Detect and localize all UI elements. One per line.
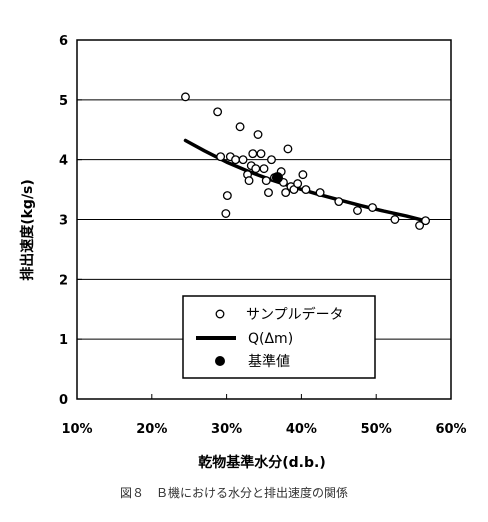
y-tick-label: 3 <box>59 214 68 229</box>
figure-caption: 図８ Ｂ機における水分と排出速度の関係 <box>120 485 348 500</box>
y-tick-label: 2 <box>59 273 68 288</box>
sample-point <box>368 203 377 212</box>
legend-filled-circle-icon <box>215 356 225 366</box>
reference-point <box>271 172 283 184</box>
y-axis-title: 排出速度(kg/s) <box>19 179 36 281</box>
sample-point <box>264 188 273 198</box>
x-tick-label: 10% <box>61 422 92 437</box>
legend-label-reference: 基準値 <box>248 353 290 370</box>
sample-point <box>253 130 263 139</box>
x-axis-title: 乾物基準水分(d.b.) <box>198 454 325 471</box>
sample-point <box>259 164 269 174</box>
y-tick-label: 0 <box>59 393 68 408</box>
data-marks <box>181 92 431 230</box>
sample-point <box>281 188 291 198</box>
sample-point <box>293 179 303 189</box>
sample-point <box>222 191 232 201</box>
sample-point <box>301 185 311 195</box>
sample-point <box>390 215 400 224</box>
y-tick-label: 6 <box>59 34 68 49</box>
legend-label-q: Q(Δm) <box>248 331 293 347</box>
y-tick-label: 1 <box>59 333 68 348</box>
sample-point <box>213 107 223 117</box>
sample-point <box>244 176 254 186</box>
legend-open-circle-icon <box>215 309 225 319</box>
y-tick-label: 4 <box>59 154 68 169</box>
sample-point <box>334 197 344 206</box>
legend-label-sample: サンプルデータ <box>246 306 344 323</box>
x-tick-label: 60% <box>435 422 466 437</box>
axis-ticks: 0 1 2 3 4 5 6 10% 20% 30% 40% 50% 60% <box>59 34 467 437</box>
sample-point <box>248 149 258 159</box>
sample-point <box>298 170 308 180</box>
sample-point <box>251 164 261 174</box>
x-tick-label: 40% <box>286 422 317 437</box>
x-tick-label: 30% <box>211 422 242 437</box>
sample-point <box>221 209 231 218</box>
sample-point <box>256 149 266 159</box>
sample-point <box>231 155 241 165</box>
y-tick-label: 5 <box>59 94 68 109</box>
x-tick-label: 50% <box>361 422 392 437</box>
sample-point <box>421 216 431 226</box>
legend: サンプルデータ Q(Δm) 基準値 <box>182 295 376 379</box>
x-tick-label: 20% <box>136 422 167 437</box>
sample-point <box>267 155 276 165</box>
sample-point <box>181 92 190 102</box>
sample-point <box>216 152 226 162</box>
sample-point <box>415 221 425 230</box>
sample-point <box>283 144 293 154</box>
sample-point <box>353 206 362 215</box>
sample-point <box>235 122 245 132</box>
sample-point <box>261 176 271 186</box>
sample-point <box>315 188 325 198</box>
sample-point <box>238 155 248 165</box>
